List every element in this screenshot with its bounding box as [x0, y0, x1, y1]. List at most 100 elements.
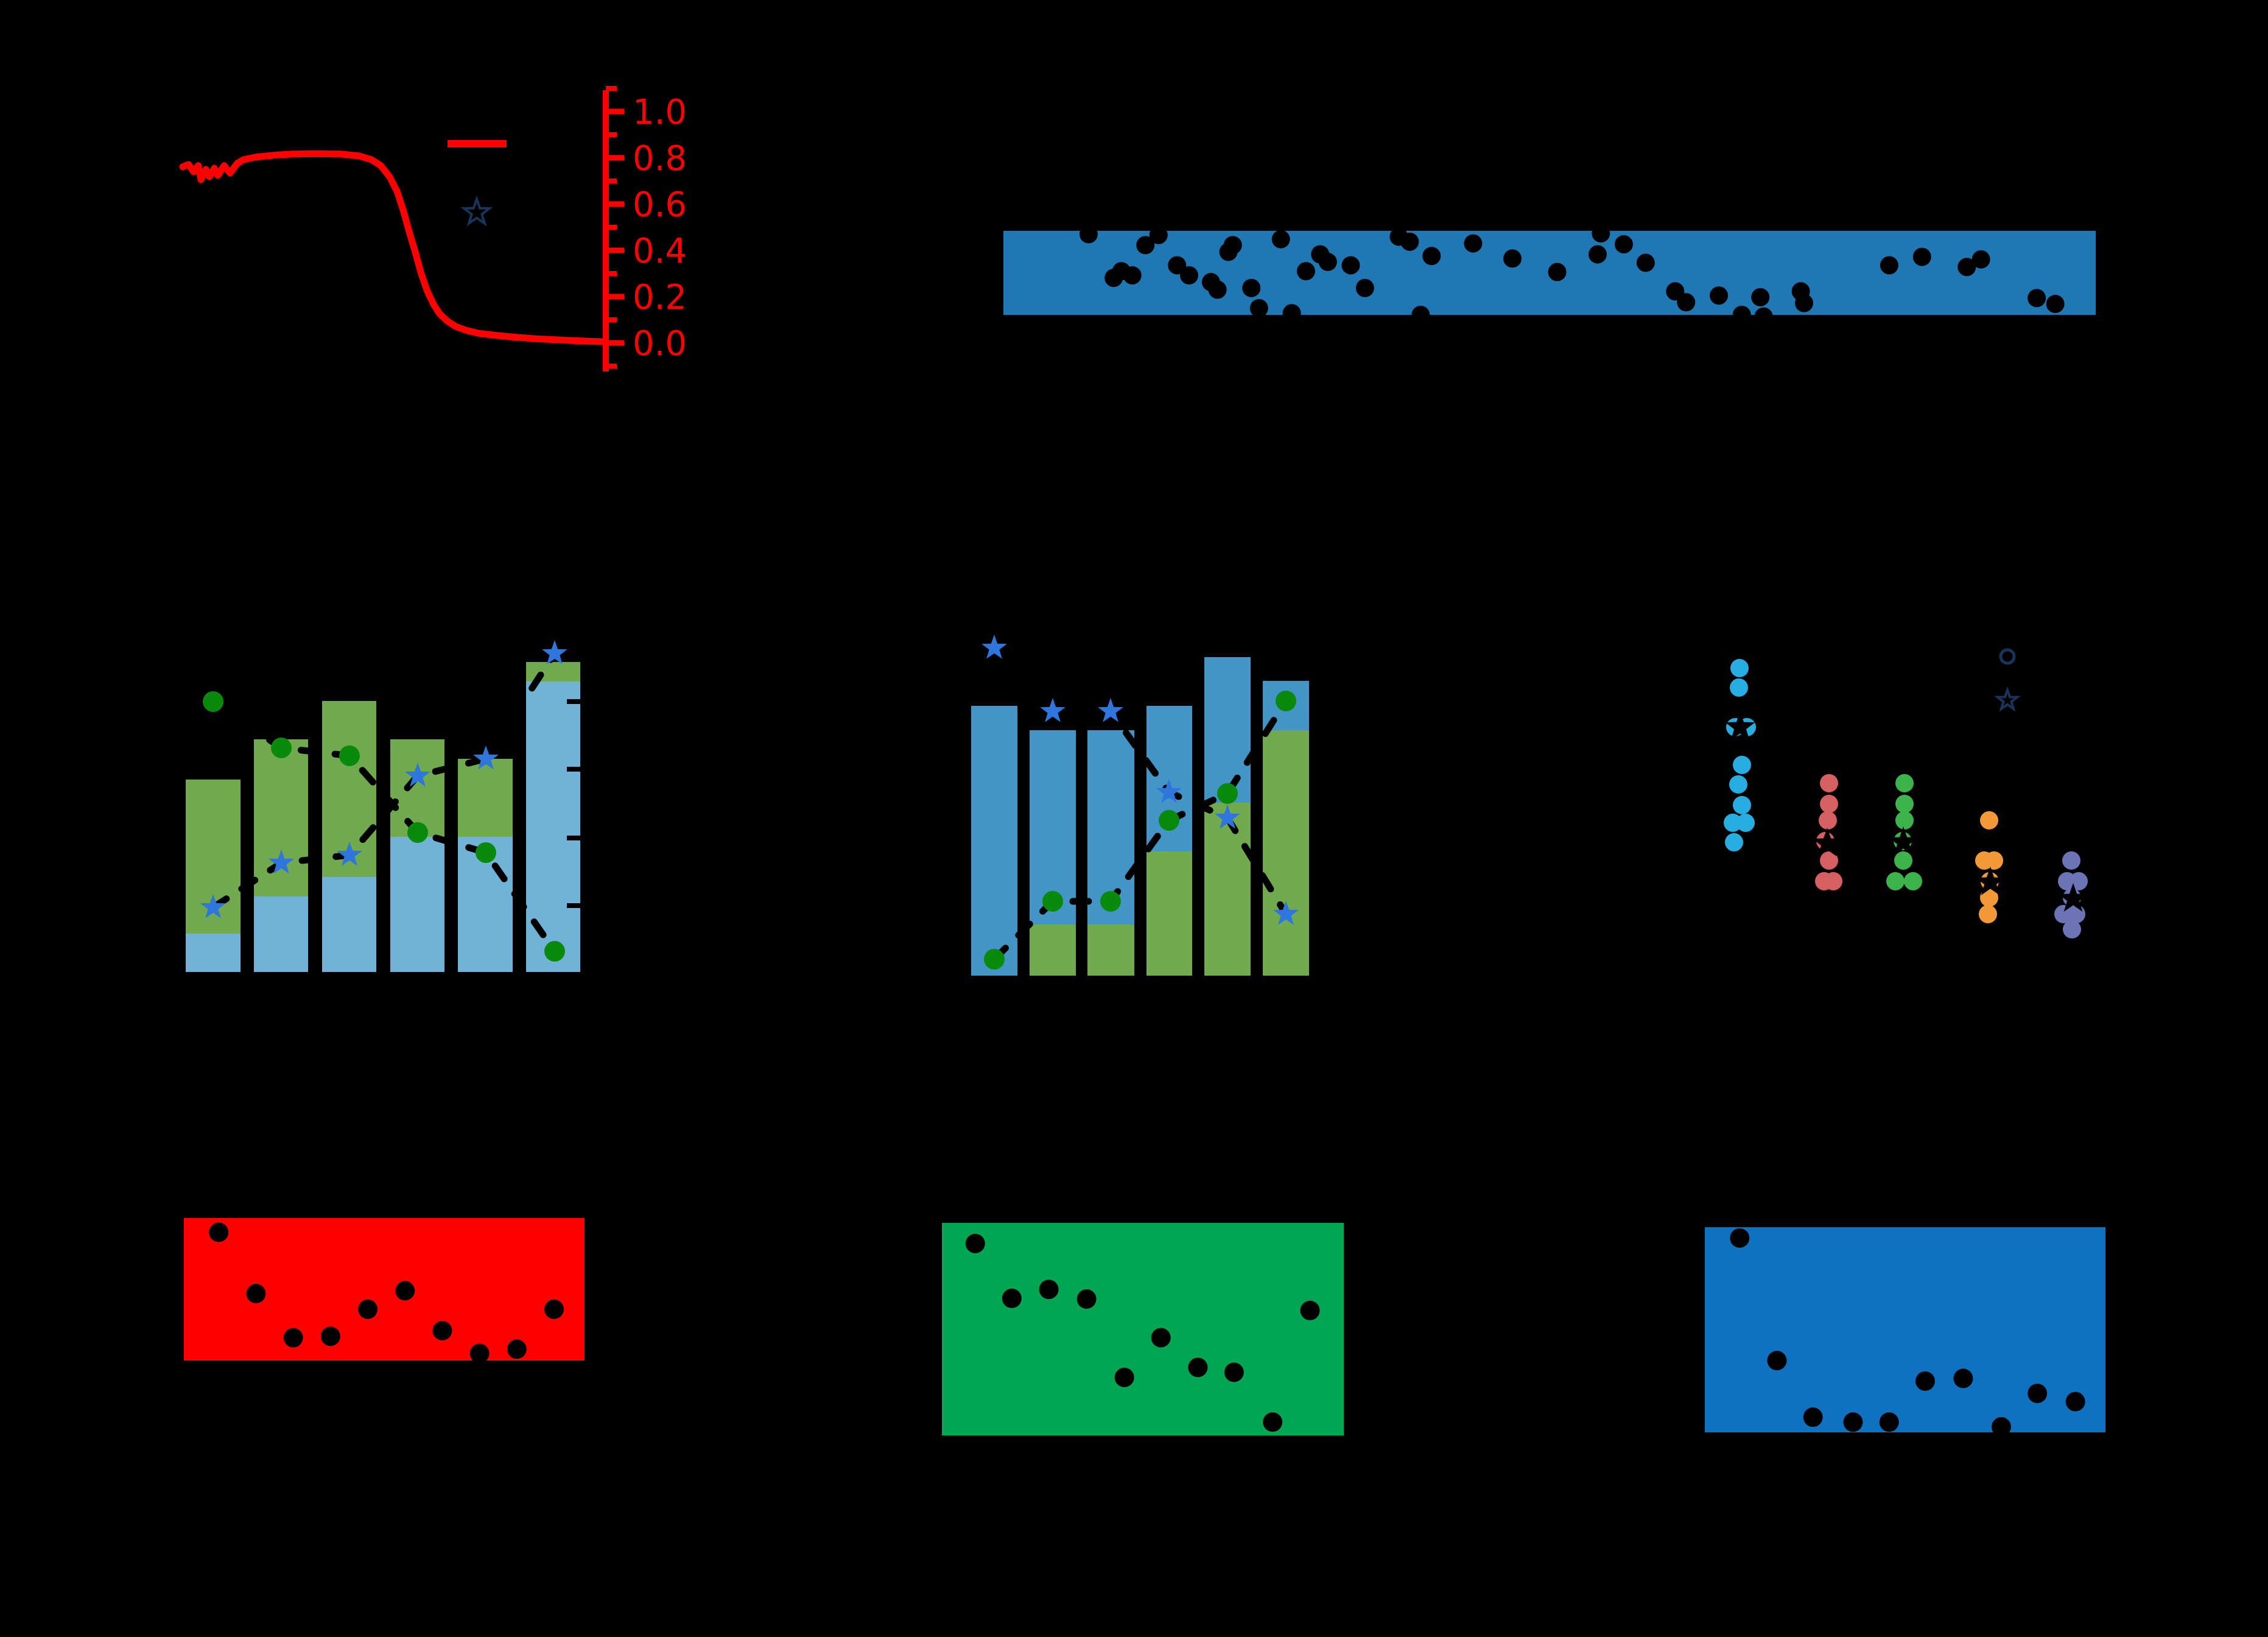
data-dot — [1730, 1228, 1750, 1248]
strip-dot-group3 — [1894, 851, 1912, 870]
data-dot — [1123, 266, 1142, 285]
strip-dot-group5 — [2054, 905, 2073, 923]
green-segment — [458, 759, 513, 837]
data-dot — [1282, 304, 1301, 323]
strip-dot-group2 — [1820, 774, 1838, 792]
data-dot — [1751, 288, 1770, 307]
data-dot — [283, 1328, 303, 1348]
strip-dot-group4 — [1979, 905, 1997, 923]
blue-segment — [1204, 657, 1251, 803]
data-dot — [1588, 245, 1607, 264]
blue-star-marker — [1040, 698, 1066, 722]
strip-dot-group5 — [2062, 851, 2080, 870]
green-dot-marker — [1276, 691, 1296, 711]
data-dot — [1296, 262, 1315, 281]
data-dot — [1208, 280, 1227, 299]
dashed-connector — [991, 644, 1290, 918]
green-dot-marker — [544, 941, 565, 962]
data-dot — [1843, 1412, 1863, 1432]
data-dot — [1242, 278, 1261, 297]
data-dot — [1912, 247, 1931, 266]
mean-star-group5 — [2058, 883, 2088, 912]
strip-dot-group3 — [1895, 795, 1914, 813]
data-dot — [1219, 242, 1238, 261]
data-dot — [1149, 225, 1168, 244]
data-dot — [469, 1343, 490, 1364]
blue-star-marker — [1273, 901, 1299, 925]
strip-dot-group1 — [1730, 678, 1748, 697]
mean-star-group1 — [1725, 711, 1755, 740]
data-dot — [1754, 307, 1773, 326]
data-dot — [1079, 225, 1098, 244]
mean-star-group3 — [1888, 826, 1919, 855]
panel-b-jitter-band — [1003, 224, 2096, 326]
panel-f-dot-rect — [184, 1218, 585, 1364]
data-dot — [395, 1281, 415, 1301]
panel-a-line-chart: 0.0 0.2 0.4 0.6 0.8 1.0 — [179, 86, 687, 371]
blue-segment — [254, 896, 308, 972]
dashed-connector — [209, 650, 558, 911]
dashed-connector — [209, 698, 558, 955]
blue-segment — [526, 681, 580, 972]
strip-dot-group2 — [1820, 795, 1838, 813]
green-dot-marker — [984, 949, 1005, 970]
green-segment — [254, 739, 308, 896]
panel-c-stacked-bars — [186, 640, 580, 972]
green-dot-marker — [476, 842, 496, 863]
data-dot — [1104, 269, 1123, 287]
y-tick-label: 0.0 — [633, 324, 687, 364]
data-dot — [1879, 1412, 1899, 1432]
data-dot — [1422, 247, 1441, 266]
data-dot — [1636, 253, 1655, 272]
dashed-connector — [991, 697, 1290, 963]
panel-e-strip-plot — [1724, 648, 2088, 938]
strip-dot-group1 — [1730, 659, 1749, 677]
green-dot-marker — [1217, 783, 1238, 804]
data-dot — [1548, 262, 1567, 281]
data-dot — [209, 1222, 229, 1242]
data-dot — [1076, 1289, 1097, 1309]
green-segment — [1146, 851, 1192, 976]
strip-dot-group1 — [1724, 814, 1742, 832]
data-dot — [1188, 1357, 1208, 1378]
data-dot — [2046, 295, 2065, 314]
blue-star-marker — [542, 640, 567, 664]
strip-dot-group5 — [2063, 920, 2081, 938]
data-dot — [1341, 256, 1360, 275]
data-dot — [1114, 1367, 1134, 1387]
data-dot — [1614, 235, 1633, 254]
data-dot — [358, 1299, 378, 1319]
green-dot-marker — [407, 822, 428, 843]
panel-g-dot-rect — [942, 1223, 1344, 1435]
data-dot — [2028, 289, 2046, 308]
data-dot — [1953, 1368, 1973, 1389]
panel-h-dot-rect — [1705, 1227, 2105, 1437]
strip-dot-group1 — [1729, 775, 1747, 794]
legend-open-star-icon — [460, 195, 493, 227]
green-dot-marker — [203, 691, 223, 712]
data-dot — [1991, 1417, 2011, 1437]
strip-dot-group2 — [1819, 811, 1837, 829]
data-dot — [2065, 1392, 2085, 1412]
y-tick-label: 0.4 — [633, 231, 687, 271]
y-tick-label: 1.0 — [633, 93, 687, 132]
green-dot-marker — [1042, 891, 1063, 912]
red-trace — [179, 150, 609, 345]
y-tick-label: 0.2 — [633, 278, 687, 317]
strip-dot-group3 — [1895, 774, 1914, 792]
data-dot — [1400, 232, 1419, 251]
strip-dot-group3 — [1895, 811, 1914, 829]
data-dot — [544, 1299, 564, 1319]
data-dot — [1355, 278, 1374, 297]
data-dot — [1880, 256, 1898, 275]
y-tick-label: 0.6 — [633, 185, 687, 225]
legend-open-star-icon — [1994, 686, 2021, 712]
green-segment — [1087, 924, 1134, 976]
blue-star-marker — [473, 745, 499, 770]
data-dot — [1249, 298, 1268, 317]
colored-rect — [184, 1218, 585, 1361]
green-dot-marker — [271, 738, 292, 758]
data-dot — [1971, 250, 1990, 269]
blue-star-marker — [405, 762, 430, 787]
